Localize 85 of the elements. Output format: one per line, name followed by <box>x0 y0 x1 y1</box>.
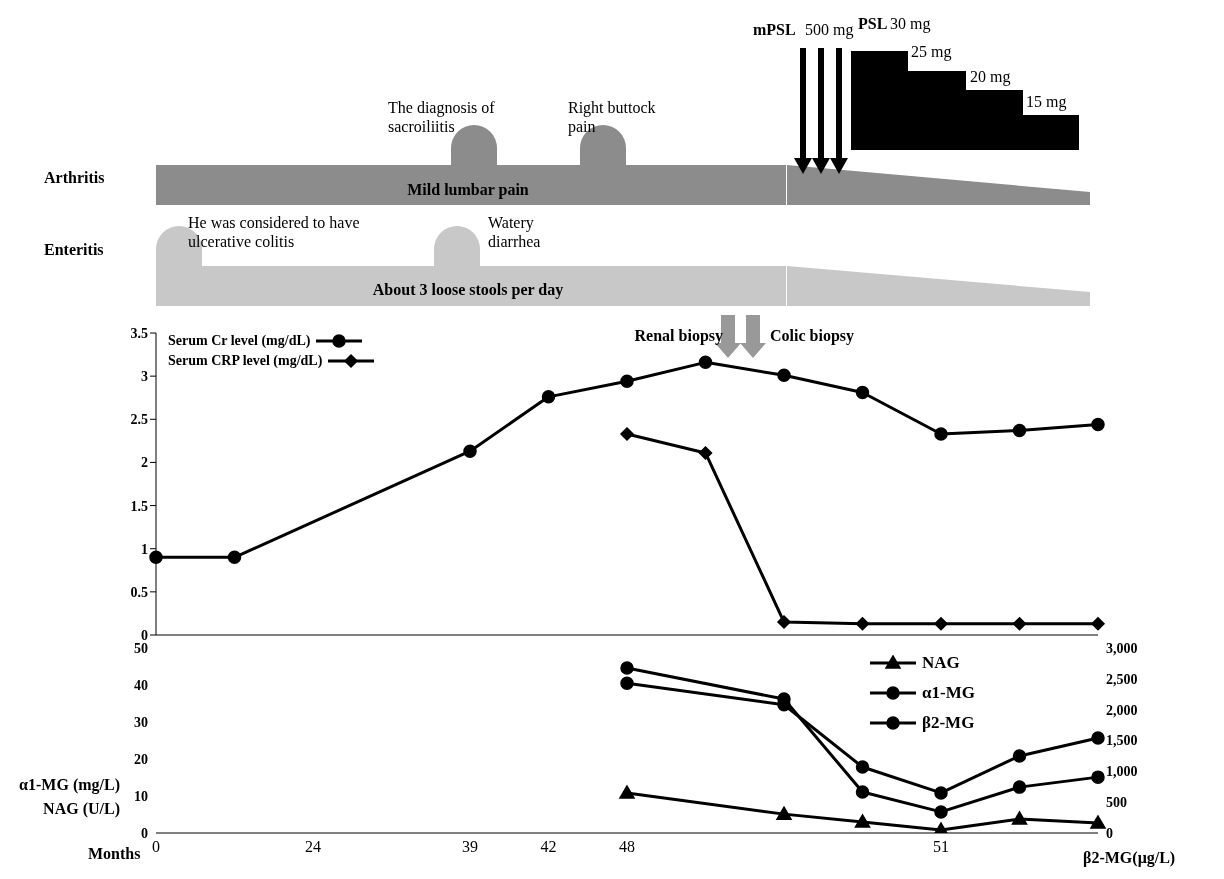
point <box>1091 417 1105 432</box>
point <box>620 661 634 675</box>
point <box>620 676 634 690</box>
point <box>934 805 948 819</box>
point <box>698 446 713 460</box>
point <box>1012 617 1027 631</box>
text: Right buttock pain <box>568 99 656 135</box>
text: 15 mg <box>1026 93 1067 110</box>
point <box>855 385 870 400</box>
point <box>463 444 477 458</box>
point <box>934 427 948 441</box>
point <box>698 355 713 370</box>
point <box>1012 749 1027 763</box>
legend-label: Serum CRP level (mg/dL) <box>168 353 323 369</box>
point <box>855 617 870 631</box>
y-tick-label: 10 <box>134 788 148 804</box>
y-tick-label: 30 <box>134 714 148 730</box>
legend-label: NAG <box>922 653 960 673</box>
point <box>854 814 871 828</box>
y-tick-label: 0.5 <box>130 584 148 600</box>
text: He was considered to have ulcerative colitis <box>188 214 360 250</box>
point <box>149 550 163 565</box>
y2-axis-title: β2-MG(μg/L) <box>1083 849 1176 867</box>
text: The diagnosis of sacroiliitis <box>388 99 495 135</box>
point <box>934 786 948 800</box>
point <box>620 374 634 389</box>
point <box>1091 617 1105 631</box>
text: 500 mg <box>805 21 854 38</box>
x-tick-label: 39 <box>462 838 478 856</box>
y-tick-label: 0 <box>141 825 148 841</box>
point <box>855 760 870 774</box>
y2-tick-label: 1,000 <box>1106 764 1138 780</box>
text: 30 mg <box>890 15 931 32</box>
legend-label: α1-MG <box>922 683 975 703</box>
text: PSL <box>858 15 888 32</box>
y2-tick-label: 2,000 <box>1106 702 1138 718</box>
text: Arthritis <box>44 169 105 186</box>
y2-tick-label: 3,000 <box>1106 640 1138 656</box>
x-tick-label: 42 <box>540 838 557 856</box>
point <box>1090 815 1106 829</box>
y2-tick-label: 1,500 <box>1106 733 1138 749</box>
x-tick-label: 51 <box>933 838 949 856</box>
point <box>1012 780 1027 794</box>
y-tick-label: 3 <box>141 369 148 385</box>
x-tick-label: 0 <box>152 838 160 856</box>
point <box>855 785 870 799</box>
point <box>619 785 635 799</box>
point <box>1091 770 1105 784</box>
text: mPSL <box>753 21 796 38</box>
y2-tick-label: 500 <box>1106 795 1127 811</box>
y-tick-label: 2.5 <box>130 412 148 428</box>
point <box>777 368 791 383</box>
point <box>776 806 792 820</box>
y-tick-label: 20 <box>134 751 148 767</box>
y-tick-label: 1 <box>141 541 148 557</box>
point <box>1091 731 1105 745</box>
text: Enteritis <box>44 241 104 258</box>
point <box>541 390 556 404</box>
y-axis-title: α1-MG (mg/L) NAG (U/L) <box>19 775 120 820</box>
x-tick-label: 48 <box>619 838 635 856</box>
text: About 3 loose stools per day <box>372 281 564 298</box>
point <box>620 427 634 441</box>
y-tick-label: 2 <box>141 455 148 471</box>
y2-tick-label: 2,500 <box>1106 671 1138 687</box>
y-tick-label: 40 <box>134 677 148 693</box>
point <box>777 615 791 629</box>
annotation: Renal biopsy <box>634 327 723 344</box>
y-tick-label: 3.5 <box>130 325 148 341</box>
y2-tick-label: 0 <box>1106 825 1113 841</box>
x-axis-title: Months <box>88 845 141 863</box>
point <box>227 550 242 565</box>
legend-label: Serum Cr level (mg/dL) <box>168 333 311 349</box>
y-tick-label: 1.5 <box>130 498 148 514</box>
text: Watery diarrhea <box>488 214 541 250</box>
text: 20 mg <box>970 68 1011 85</box>
y-tick-label: 50 <box>134 640 148 656</box>
text: Mild lumbar pain <box>407 181 529 198</box>
point <box>1012 423 1027 438</box>
x-tick-label: 24 <box>305 838 321 856</box>
text: 25 mg <box>911 43 952 60</box>
y-tick-label: 0 <box>141 627 148 643</box>
annotation: Colic biopsy <box>770 327 855 344</box>
legend-label: β2-MG <box>922 713 975 733</box>
point <box>934 617 948 631</box>
point <box>1011 811 1028 825</box>
